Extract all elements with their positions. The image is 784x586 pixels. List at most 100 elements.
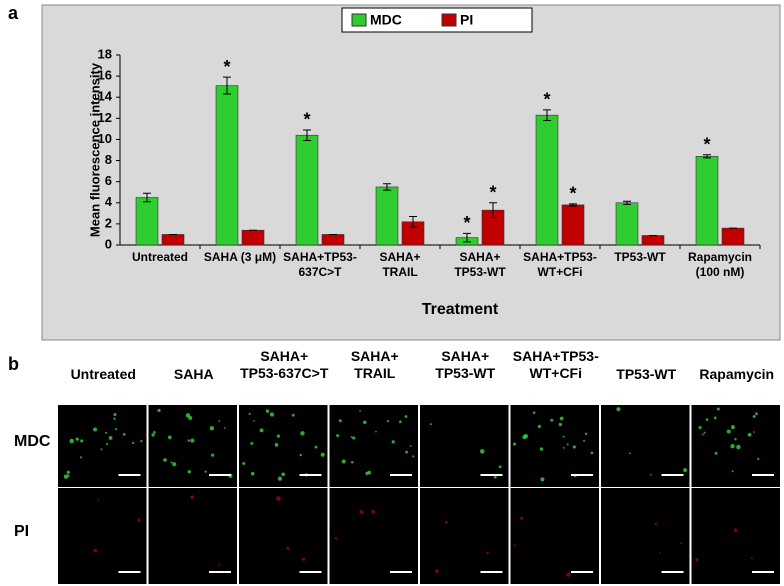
fluorescence-spot [170,461,173,464]
fluorescence-spot [97,498,100,501]
error-bar [623,200,631,205]
fluorescence-spot [204,470,207,473]
bar [641,235,665,246]
fluorescence-spot [386,420,390,423]
micrograph [148,405,237,487]
fluorescence-spot [106,443,109,446]
fluorescence-spot [365,471,369,476]
fluorescence-spot [486,551,489,555]
fluorescence-spot [113,412,117,417]
bar [535,114,559,246]
fluorescence-spot [734,438,737,441]
fluorescence-spot [218,420,221,423]
fluorescence-spot [550,418,554,422]
row-label: MDC [14,433,51,450]
error-bar [223,76,231,95]
y-tick-label: 8 [105,152,112,167]
fluorescence-spot [584,432,588,435]
column-header: SAHA+ TP53-637C>T [240,348,329,381]
fluorescence-spot [730,444,735,449]
fluorescence-spot [277,476,283,481]
error-bar [409,216,417,228]
fluorescence-spot [299,453,302,457]
column-header: SAHA+ TRAIL [350,348,399,381]
significance-marker: * [223,57,230,77]
fluorescence-spot [132,441,135,445]
error-bar [489,202,497,219]
legend-swatch [351,13,367,27]
error-bar [569,203,577,207]
fluorescence-spot [730,425,735,430]
significance-marker: * [489,183,496,203]
fluorescence-spot [399,420,402,424]
fluorescence-spot [274,442,279,447]
panel-label: a [8,3,19,23]
fluorescence-spot [352,436,356,440]
y-tick-label: 4 [105,194,113,209]
bar [161,234,185,246]
fluorescence-spot [558,422,563,427]
fluorescence-spot [716,407,720,411]
panel-background [41,4,781,341]
legend-swatch [441,13,457,27]
fluorescence-spot [498,465,502,469]
y-tick-label: 0 [105,236,112,251]
fluorescence-spot [659,552,661,554]
fluorescence-spot [590,451,594,455]
fluorescence-spot [375,430,377,433]
panel-label: b [8,354,19,374]
fluorescence-spot [405,450,408,454]
fluorescence-spot [562,435,565,438]
fluorescence-spot [223,427,226,429]
fluorescence-spot [540,477,545,482]
fluorescence-spot [105,431,108,434]
error-bar [703,154,711,159]
fluorescence-spot [566,572,571,577]
micrograph [329,405,418,487]
fluorescence-spot [363,420,367,425]
fluorescence-spot [301,557,305,561]
micrograph [420,488,509,584]
fluorescence-spot [320,452,325,457]
fluorescence-spot [190,496,194,499]
fluorescence-spot [75,437,79,441]
fluorescence-spot [211,453,215,457]
micrograph [510,405,599,487]
fluorescence-spot [115,428,118,431]
micrograph [420,405,509,487]
fluorescence-spot [100,448,103,451]
fluorescence-spot [338,419,342,423]
fluorescence-spot [698,425,702,430]
fluorescence-spot [750,556,753,559]
fluorescence-spot [350,436,353,438]
error-bar [383,183,391,191]
column-header: SAHA+ TP53-WT [435,348,496,381]
legend-label: MDC [370,12,402,28]
fluorescence-spot [731,470,734,473]
bar [135,197,159,246]
error-bar [303,129,311,141]
fluorescence-spot [314,445,318,449]
fluorescence-spot [187,470,191,474]
fluorescence-spot [188,416,193,420]
y-axis-label: Mean fluorescence intensity [87,62,102,237]
fluorescence-spot [695,558,699,562]
fluorescence-spot [629,452,631,455]
fluorescence-spot [753,431,755,433]
fluorescence-spot [259,428,264,433]
y-tick-label: 18 [98,46,112,61]
bar [695,156,719,246]
error-bar [543,109,551,121]
fluorescence-spot [650,473,652,476]
fluorescence-spot [140,439,143,443]
fluorescence-spot [752,414,756,418]
fluorescence-spot [350,461,354,464]
fluorescence-spot [248,412,251,416]
fluorescence-spot [63,474,69,479]
fluorescence-spot [755,412,758,416]
fluorescence-spot [190,438,195,443]
fluorescence-spot [563,447,565,449]
fluorescence-spot [391,440,395,444]
row-label: PI [14,523,29,540]
